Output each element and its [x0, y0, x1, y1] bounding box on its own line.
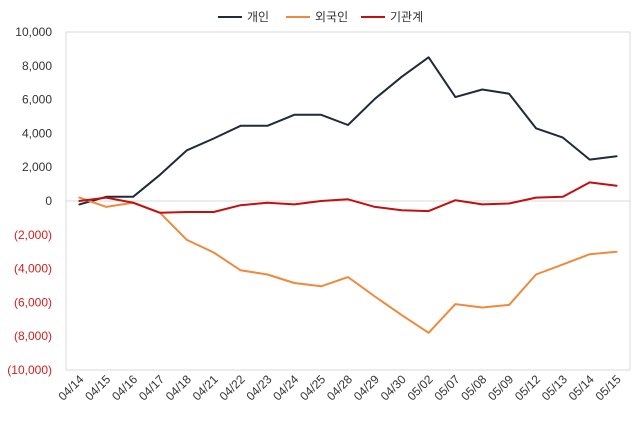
y-tick-label: 2,000 — [22, 160, 52, 174]
x-axis: 04/1404/1504/1604/1704/1804/2104/2204/23… — [55, 372, 624, 403]
y-tick-label: 10,000 — [15, 25, 52, 39]
x-tick-label: 05/09 — [485, 372, 516, 403]
y-tick-label: (2,000) — [14, 228, 52, 242]
y-tick-label: 0 — [45, 194, 52, 208]
x-tick-label: 04/15 — [82, 372, 113, 403]
x-tick-label: 05/15 — [593, 372, 624, 403]
x-tick-label: 04/18 — [163, 372, 194, 403]
x-tick-label: 05/02 — [405, 372, 436, 403]
plot-area — [65, 31, 631, 371]
series-line-1 — [78, 56, 618, 206]
x-tick-label: 05/07 — [431, 372, 462, 403]
x-tick-label: 04/16 — [109, 372, 140, 403]
series-line-3 — [78, 181, 618, 214]
legend-label-2: 외국인 — [315, 10, 348, 24]
x-tick-label: 05/13 — [539, 372, 570, 403]
y-axis: 10,000 8,000 6,000 4,000 2,000 0 (2,000) (4,000… — [7, 25, 52, 377]
legend: 개인 외국인 기관계 — [218, 10, 423, 24]
y-tick-label: (8,000) — [14, 329, 52, 343]
x-tick-label: 04/29 — [351, 372, 382, 403]
y-tick-label: 6,000 — [22, 93, 52, 107]
x-tick-label: 05/12 — [512, 372, 543, 403]
legend-label-1: 개인 — [247, 10, 269, 24]
series-lines — [78, 56, 618, 334]
x-tick-label: 04/17 — [136, 372, 167, 403]
x-tick-label: 04/28 — [324, 372, 355, 403]
x-tick-label: 04/30 — [378, 372, 409, 403]
x-tick-label: 05/08 — [458, 372, 489, 403]
legend-label-3: 기관계 — [390, 10, 423, 24]
y-tick-label: (4,000) — [14, 262, 52, 276]
y-tick-label: (10,000) — [7, 363, 52, 377]
y-tick-label: (6,000) — [14, 295, 52, 309]
x-tick-label: 05/14 — [566, 372, 597, 403]
x-tick-label: 04/22 — [217, 372, 248, 403]
x-tick-label: 04/14 — [55, 372, 86, 403]
series-line-2 — [78, 196, 618, 334]
x-tick-label: 04/21 — [190, 372, 221, 403]
x-tick-label: 04/23 — [243, 372, 274, 403]
x-tick-label: 04/25 — [297, 372, 328, 403]
x-tick-label: 04/24 — [270, 372, 301, 403]
y-tick-label: 4,000 — [22, 126, 52, 140]
y-tick-label: 8,000 — [22, 59, 52, 73]
